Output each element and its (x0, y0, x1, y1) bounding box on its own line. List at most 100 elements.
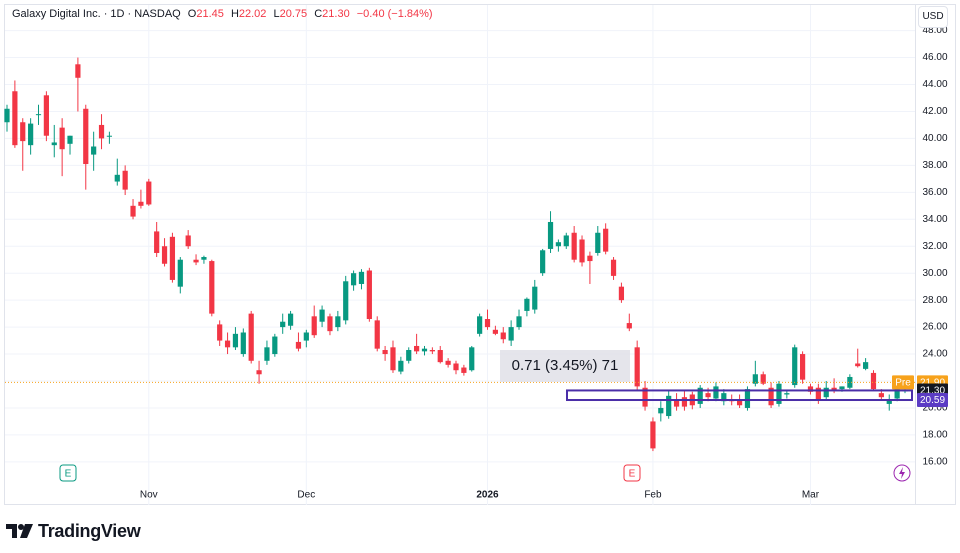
candle-body (311, 316, 317, 336)
candle-body (500, 332, 506, 340)
candle-body (114, 174, 120, 182)
candle-body (138, 201, 144, 206)
candle-body (146, 181, 152, 205)
candle-body (453, 363, 459, 371)
candle-body (429, 350, 435, 352)
candle-body (634, 347, 640, 387)
candle-body (673, 399, 680, 407)
candle-body (177, 259, 183, 287)
earnings-badge (59, 464, 77, 482)
candle-body (59, 127, 65, 150)
measure-label: 0.71 (3.45%) 71 (500, 350, 630, 382)
candle-body (335, 316, 341, 328)
candle-body (555, 242, 562, 247)
y-tick-label: 36.00 (922, 187, 947, 198)
brand-icon (6, 524, 33, 538)
candle-body (839, 386, 845, 390)
candle-body (831, 387, 837, 391)
chart-frame (4, 4, 956, 505)
earnings-label: E (629, 469, 636, 480)
earnings-badge (623, 464, 641, 482)
candle-body (894, 387, 900, 399)
earnings-label: E (65, 469, 72, 480)
candle-body (469, 347, 475, 371)
price-tag (917, 393, 948, 408)
candle-body (51, 142, 57, 146)
candle-body (508, 327, 514, 341)
candle-body (358, 271, 365, 284)
candle-body (98, 124, 105, 139)
candle-body (855, 363, 861, 367)
candle-body (461, 367, 467, 373)
ohlc-value: 20.75 (279, 8, 308, 20)
candle-body (366, 270, 372, 320)
candle-body (477, 316, 483, 334)
ohlc-value: 21.45 (196, 8, 224, 20)
candle-body (516, 316, 522, 328)
candle-body (484, 319, 491, 328)
earnings-marker[interactable]: E (59, 464, 77, 482)
candle-body (437, 350, 443, 363)
event-marker[interactable] (893, 464, 911, 482)
x-tick-label: Nov (140, 490, 158, 501)
ohlc-key: O (187, 8, 197, 20)
candle-body (847, 376, 853, 388)
price-tag-label: 20.59 (920, 395, 945, 406)
candle-body (122, 170, 128, 190)
candle-body (870, 372, 877, 390)
candle-body (752, 374, 758, 384)
candle-body (445, 360, 451, 365)
candle-body (492, 329, 498, 334)
candle-body (815, 387, 821, 400)
ohlc-value: 22.02 (238, 8, 267, 20)
y-tick-label: 42.00 (922, 106, 947, 117)
candle-body (547, 221, 554, 249)
candle-body (4, 108, 10, 123)
ohlc-key: L (273, 8, 280, 20)
candle-body (792, 347, 798, 386)
x-tick-label: Mar (802, 490, 820, 501)
candle-body (217, 324, 223, 341)
price-tag-badge-label: Pre (895, 377, 911, 388)
candle-body (618, 286, 625, 301)
candle-body (705, 393, 711, 398)
candle-body (610, 259, 617, 276)
candle-body (721, 393, 727, 402)
earnings-marker[interactable]: E (623, 464, 641, 482)
brand-logo[interactable]: TradingView (6, 519, 141, 543)
candle-body (232, 333, 239, 348)
currency-button[interactable]: USD (918, 6, 948, 28)
candle-body (28, 123, 34, 146)
candle-body (799, 354, 806, 380)
candle-body (650, 421, 656, 449)
candle-body (67, 135, 73, 144)
price-tag-label: 21.90 (920, 377, 945, 388)
candle-body (666, 395, 672, 417)
y-tick-label: 44.00 (922, 79, 947, 90)
y-tick-label: 26.00 (922, 322, 947, 333)
candle-body (776, 383, 782, 404)
candle-body (642, 387, 648, 407)
candle-body (256, 370, 262, 375)
candle-body (35, 114, 42, 116)
candle-body (327, 316, 333, 332)
x-tick-label: Feb (644, 490, 662, 501)
candle-body (406, 350, 412, 361)
price-change: −0.40 (−1.84%) (356, 8, 433, 20)
candle-body (130, 205, 136, 217)
candle-body (224, 340, 231, 348)
candle-body (658, 407, 664, 414)
ohlc-value: 21.30 (322, 8, 350, 20)
y-tick-label: 34.00 (922, 214, 947, 225)
candle-body (185, 235, 191, 247)
candle-body (713, 386, 719, 399)
candle-body (209, 261, 215, 314)
ohlc-key: H (230, 8, 239, 20)
y-tick-label: 28.00 (922, 295, 947, 306)
candle-body (760, 374, 766, 384)
x-tick-label: 2026 (476, 490, 499, 501)
candle-body (390, 347, 396, 371)
y-tick-label: 46.00 (922, 52, 947, 63)
candle-body (75, 64, 81, 78)
price-tag-label: 21.30 (920, 386, 945, 397)
